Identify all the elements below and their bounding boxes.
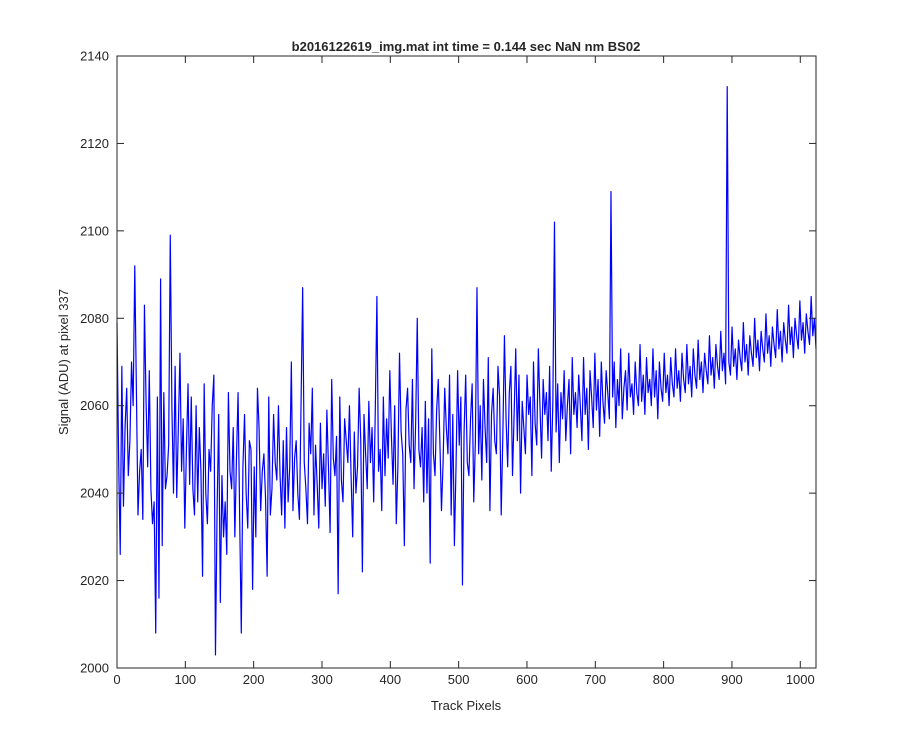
x-tick-label: 500 [448, 672, 470, 687]
y-tick-label: 2140 [80, 49, 109, 64]
x-tick-label: 600 [516, 672, 538, 687]
x-tick-label: 200 [243, 672, 265, 687]
chart-title: b2016122619_img.mat int time = 0.144 sec… [292, 39, 641, 54]
y-axis-label: Signal (ADU) at pixel 337 [56, 289, 71, 435]
series-line-0 [116, 85, 817, 656]
x-tick-label: 1000 [786, 672, 815, 687]
x-tick-label: 900 [721, 672, 743, 687]
x-axis-label: Track Pixels [431, 698, 502, 713]
y-tick-label: 2000 [80, 661, 109, 676]
series-layer [116, 85, 817, 656]
y-tick-label: 2040 [80, 486, 109, 501]
x-tick-label: 400 [379, 672, 401, 687]
x-tick-label: 300 [311, 672, 333, 687]
y-tick-label: 2080 [80, 311, 109, 326]
x-tick-label: 0 [113, 672, 120, 687]
y-tick-label: 2020 [80, 573, 109, 588]
plot-frame [116, 55, 817, 669]
plot-area [117, 56, 816, 668]
x-tick-label: 800 [653, 672, 675, 687]
y-tick-label: 2060 [80, 398, 109, 413]
x-tick-label: 100 [174, 672, 196, 687]
y-tick-label: 2100 [80, 223, 109, 238]
y-tick-label: 2120 [80, 136, 109, 151]
x-tick-label: 700 [584, 672, 606, 687]
ticks-layer: 0 100 200 300 400 500 600 700 800 900 1000 2000 2020… [80, 49, 816, 687]
